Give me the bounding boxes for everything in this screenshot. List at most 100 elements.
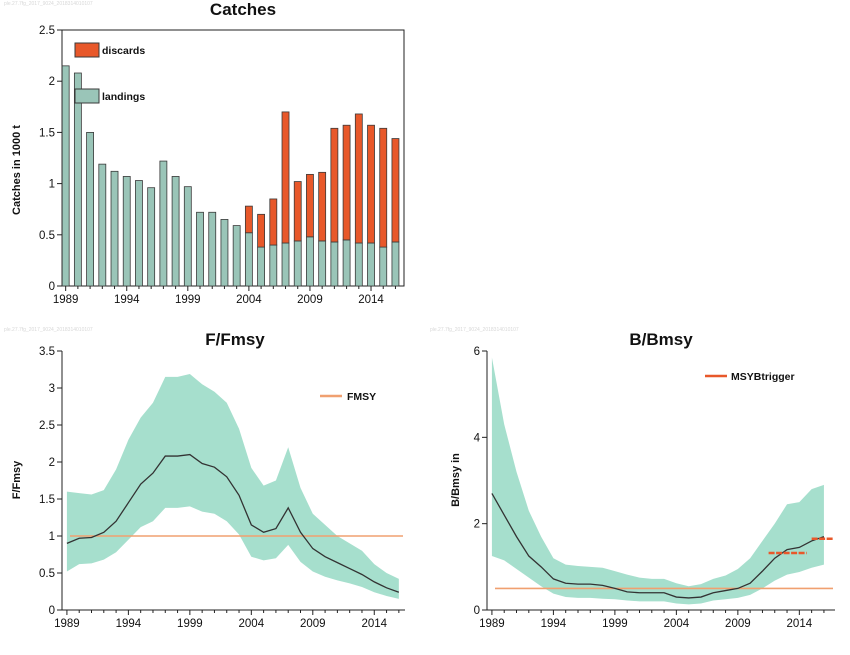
x-tick-label: 1999	[175, 294, 201, 306]
landings-bar	[391, 241, 400, 287]
landings-bar	[171, 176, 180, 287]
estimate-line	[66, 453, 400, 593]
discards-bar	[342, 124, 351, 241]
landings-bar	[342, 239, 351, 287]
discards-bar	[306, 173, 314, 238]
catches-y-axis-label: Catches in 1000 t	[11, 125, 23, 215]
y-tick-label: 1	[49, 179, 55, 191]
y-tick-label: 2.5	[39, 25, 55, 37]
landings-bar	[86, 131, 94, 287]
ffmsy-y-ticks: 0 0.5 1 1.5 2 2.5 3 3.5	[39, 346, 62, 617]
bbmsy-title: B/Bmsy	[629, 330, 693, 349]
bbmsy-line	[491, 493, 825, 599]
landings-bar	[183, 186, 192, 287]
landings-bar	[281, 242, 290, 287]
landings-bar	[318, 240, 327, 287]
landings-bar	[257, 246, 265, 287]
ffmsy-line	[66, 453, 400, 593]
x-tick-label: 1989	[54, 618, 80, 630]
landings-bar	[244, 232, 253, 287]
ffmsy-y-axis-label: F/Fmsy	[11, 460, 23, 499]
landings-bar	[196, 211, 204, 287]
y-tick-label: 2	[474, 519, 480, 531]
discards-bar	[354, 113, 363, 244]
landings-bar	[159, 160, 168, 287]
x-tick-label: 2009	[725, 618, 751, 630]
landings-bar	[293, 240, 302, 287]
y-tick-label: 0.5	[39, 230, 55, 242]
landings-bar	[379, 246, 388, 287]
catches-title: Catches	[210, 0, 276, 19]
catches-watermark: ple.27.7fg_2017_9024_2018314010107	[4, 1, 93, 7]
landings-bar	[122, 176, 131, 287]
bbmsy-msybtrigger-segments	[768, 537, 834, 555]
landings-bar	[110, 170, 119, 287]
y-tick-label: 0	[49, 281, 55, 293]
x-tick-label: 1989	[479, 618, 505, 630]
landings-bar	[220, 219, 229, 287]
x-tick-label: 2014	[787, 618, 813, 630]
x-tick-label: 1994	[116, 618, 142, 630]
ffmsy-watermark: ple.27.7fg_2017_9024_2018314010107	[4, 327, 93, 333]
y-tick-label: 2	[49, 76, 55, 88]
y-tick-label: 3	[49, 383, 55, 395]
landings-bar	[98, 163, 107, 287]
legend-msybtrigger-label: MSYBtrigger	[731, 371, 795, 383]
y-tick-label: 0.5	[39, 568, 55, 580]
discards-bar	[293, 181, 302, 242]
bbmsy-y-axis-label: B/Bmsy in	[450, 453, 462, 507]
y-tick-label: 1.5	[39, 127, 55, 139]
landings-bar	[354, 242, 363, 287]
bbmsy-watermark: ple.27.7fg_2017_9024_2018314010107	[430, 327, 519, 333]
discards-bar	[318, 171, 327, 242]
estimate-line	[491, 493, 825, 599]
discards-bar	[379, 127, 388, 248]
catches-panel: ple.27.7fg_2017_9024_2018314010107 Catch…	[4, 0, 405, 306]
x-tick-label: 1999	[602, 618, 628, 630]
landings-bar	[269, 244, 278, 287]
landings-bar	[147, 187, 156, 287]
x-tick-label: 2009	[297, 294, 323, 306]
bbmsy-legend: MSYBtrigger	[705, 371, 795, 383]
legend-landings-label: landings	[102, 91, 145, 103]
x-tick-label: 2014	[361, 618, 387, 630]
landings-bar	[330, 241, 339, 287]
legend-discards-label: discards	[102, 45, 145, 57]
landings-bar	[232, 225, 241, 287]
discards-bar	[281, 111, 290, 244]
y-tick-label: 4	[474, 432, 481, 444]
catches-legend: discards landings	[74, 42, 145, 104]
x-tick-label: 2014	[358, 294, 384, 306]
legend-landings-swatch	[74, 88, 100, 104]
ffmsy-title: F/Fmsy	[205, 330, 265, 349]
ffmsy-legend: FMSY	[320, 391, 376, 403]
x-tick-label: 2004	[664, 618, 690, 630]
y-tick-label: 6	[474, 346, 480, 358]
x-tick-label: 2004	[239, 618, 265, 630]
landings-bar	[306, 236, 314, 287]
discards-bar	[391, 138, 400, 243]
y-tick-label: 2.5	[39, 420, 55, 432]
landings-bar	[61, 65, 70, 287]
discards-bar	[269, 198, 278, 246]
catches-x-ticks: 1989 1994 1999 2004 2009 2014	[53, 286, 396, 306]
landings-bar	[208, 211, 217, 287]
bbmsy-panel: ple.27.7fg_2017_9024_2018314010107 B/Bms…	[430, 327, 835, 630]
y-tick-label: 0	[474, 605, 480, 617]
x-tick-label: 1994	[541, 618, 567, 630]
discards-bar	[367, 124, 375, 244]
catches-y-ticks: 0 0.5 1 1.5 2 2.5	[39, 25, 62, 293]
landings-bar	[135, 180, 143, 287]
landings-bar	[73, 72, 82, 287]
x-tick-label: 1994	[114, 294, 140, 306]
y-tick-label: 1	[49, 531, 55, 543]
y-tick-label: 2	[49, 457, 55, 469]
landings-bar	[367, 242, 375, 287]
discards-bar	[330, 127, 339, 243]
discards-bar	[244, 205, 253, 234]
bbmsy-x-ticks: 1989 1994 1999 2004 2009 2014	[479, 610, 825, 630]
x-tick-label: 2004	[236, 294, 262, 306]
bbmsy-y-ticks: 0 2 4 6	[474, 346, 487, 617]
legend-fmsy-label: FMSY	[347, 391, 376, 403]
